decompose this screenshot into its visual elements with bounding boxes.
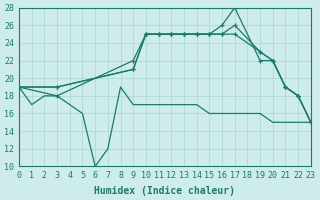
X-axis label: Humidex (Indice chaleur): Humidex (Indice chaleur): [94, 186, 236, 196]
